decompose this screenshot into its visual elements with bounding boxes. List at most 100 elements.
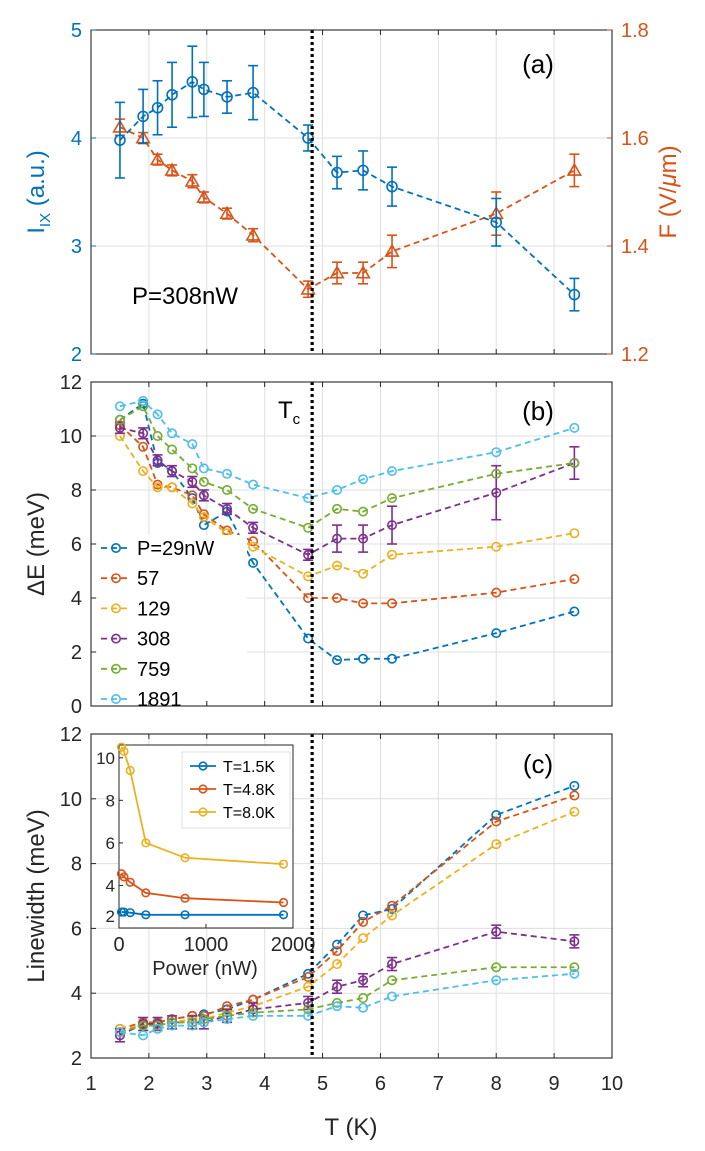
data-marker bbox=[222, 468, 233, 479]
data-marker bbox=[187, 476, 198, 487]
data-marker bbox=[358, 1002, 369, 1013]
data-marker bbox=[111, 573, 122, 584]
data-marker bbox=[111, 542, 122, 553]
data-marker bbox=[114, 1027, 125, 1038]
data-marker bbox=[198, 490, 209, 501]
data-marker bbox=[125, 877, 135, 887]
data-marker bbox=[387, 520, 398, 531]
y-axis-label: ΔE (meV) bbox=[23, 492, 50, 596]
inset-y-tick-label: 2 bbox=[106, 907, 115, 926]
data-marker bbox=[278, 910, 289, 920]
data-marker bbox=[138, 466, 149, 477]
data-marker bbox=[166, 89, 178, 101]
data-marker bbox=[491, 962, 502, 973]
series-1891 bbox=[114, 968, 580, 1041]
tc-label: Tc bbox=[278, 397, 301, 428]
inset-series-1 bbox=[116, 869, 289, 908]
y-tick-label: 2 bbox=[71, 642, 82, 664]
data-marker bbox=[198, 807, 208, 817]
legend-label: 308 bbox=[137, 629, 170, 651]
legend-label: 1891 bbox=[137, 689, 182, 711]
series-759 bbox=[114, 401, 580, 533]
data-marker bbox=[358, 506, 369, 517]
data-marker bbox=[114, 134, 126, 146]
data-marker bbox=[278, 897, 289, 908]
data-marker bbox=[331, 166, 343, 179]
data-marker bbox=[167, 1020, 178, 1031]
data-marker bbox=[332, 946, 343, 957]
inset-legend-label: T=1.5K bbox=[223, 759, 275, 776]
data-marker bbox=[303, 549, 314, 560]
data-marker bbox=[303, 997, 314, 1008]
data-marker bbox=[358, 598, 369, 609]
data-marker bbox=[198, 476, 209, 487]
data-marker bbox=[111, 663, 122, 674]
data-marker bbox=[222, 1014, 233, 1025]
panel-b: 0 2 4 6 8 10 12 ΔE (meV) (b) Tc P=29nW 57 129 308 759… bbox=[23, 372, 613, 718]
data-marker bbox=[111, 633, 122, 644]
data-marker bbox=[569, 806, 580, 817]
data-marker bbox=[332, 981, 343, 992]
panel-label-c: (c) bbox=[523, 749, 553, 779]
data-marker bbox=[332, 997, 343, 1008]
y-tick-label: 10 bbox=[60, 426, 82, 448]
data-marker bbox=[303, 633, 314, 644]
data-marker bbox=[569, 780, 580, 791]
legend-item: 759 bbox=[101, 659, 170, 681]
legend-b: P=29nW 57 129 308 759 1891 bbox=[97, 535, 247, 711]
data-marker bbox=[167, 482, 178, 493]
data-marker bbox=[114, 1030, 125, 1041]
data-marker bbox=[245, 227, 261, 241]
legend-item: 1891 bbox=[101, 689, 182, 711]
x-tick-label: 4 bbox=[259, 1073, 270, 1095]
data-marker bbox=[198, 761, 208, 771]
data-marker bbox=[125, 765, 135, 776]
data-marker bbox=[198, 511, 209, 522]
data-marker bbox=[167, 1017, 178, 1028]
data-marker bbox=[491, 926, 502, 937]
inset-x-tick-label: 0 bbox=[113, 934, 124, 956]
data-marker bbox=[491, 975, 502, 986]
data-marker bbox=[219, 205, 235, 220]
data-marker bbox=[386, 180, 398, 193]
data-marker bbox=[358, 474, 369, 485]
data-marker bbox=[332, 655, 343, 666]
data-marker bbox=[111, 603, 122, 614]
data-marker bbox=[569, 528, 580, 539]
inset-y-tick-label: 8 bbox=[106, 791, 115, 810]
data-marker bbox=[491, 839, 502, 850]
y-tick-label: 4 bbox=[71, 128, 82, 150]
data-marker bbox=[138, 428, 149, 439]
data-marker bbox=[141, 838, 151, 848]
data-marker bbox=[119, 746, 129, 756]
data-marker bbox=[569, 936, 580, 947]
data-marker bbox=[152, 1023, 163, 1034]
data-marker bbox=[303, 1010, 314, 1021]
plot-area bbox=[91, 30, 612, 354]
panel-label-b: (b) bbox=[522, 396, 554, 426]
inset-line bbox=[121, 911, 284, 916]
data-marker bbox=[332, 484, 343, 495]
data-marker bbox=[119, 872, 129, 882]
y-tick-label: 10 bbox=[60, 789, 82, 811]
data-marker bbox=[332, 503, 343, 514]
y2-tick-label: 1.8 bbox=[621, 20, 649, 42]
y2-label-main: F (V/ bbox=[655, 186, 682, 238]
data-marker bbox=[569, 968, 580, 979]
tc-main: T bbox=[278, 397, 293, 424]
panel-label-a: (a) bbox=[522, 49, 554, 79]
data-marker bbox=[387, 959, 398, 970]
x-tick-label: 3 bbox=[201, 1073, 212, 1095]
data-marker bbox=[248, 1010, 259, 1021]
data-marker bbox=[141, 910, 151, 920]
inset-x-tick-label: 2000 bbox=[271, 934, 316, 956]
y2-tick-label: 1.4 bbox=[621, 236, 649, 258]
data-marker bbox=[198, 1017, 209, 1028]
data-marker bbox=[569, 790, 580, 801]
data-marker bbox=[222, 503, 233, 514]
data-marker bbox=[332, 560, 343, 571]
data-marker bbox=[569, 606, 580, 617]
data-marker bbox=[358, 653, 369, 664]
axes-box bbox=[90, 733, 613, 1059]
x-axis-label: T (K) bbox=[325, 1114, 378, 1141]
